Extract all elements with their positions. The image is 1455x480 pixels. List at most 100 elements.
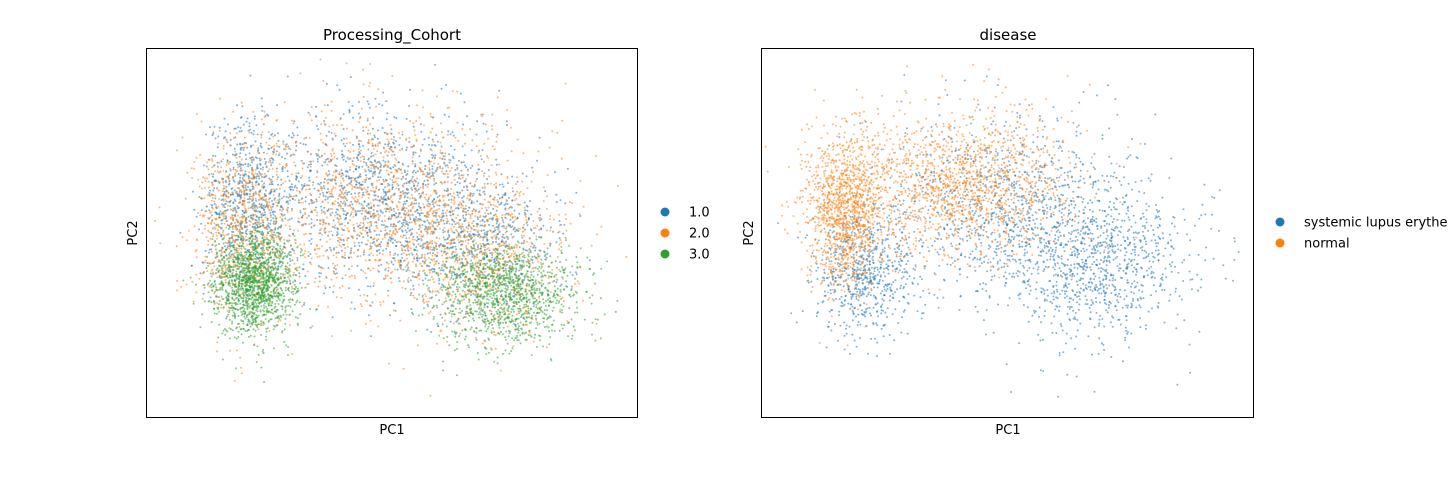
- data-point: [448, 234, 450, 237]
- data-point: [388, 184, 391, 187]
- data-point: [288, 239, 291, 242]
- data-point: [426, 252, 429, 255]
- data-point: [366, 234, 369, 237]
- data-point: [432, 252, 434, 255]
- data-point: [214, 197, 217, 200]
- data-point: [211, 160, 214, 162]
- data-point: [340, 245, 343, 248]
- data-point: [270, 219, 272, 222]
- data-point: [459, 192, 461, 195]
- data-point: [446, 242, 449, 245]
- data-point: [222, 193, 225, 196]
- data-point: [338, 241, 341, 244]
- data-point: [290, 217, 293, 220]
- data-point: [456, 261, 459, 264]
- data-point: [434, 221, 437, 223]
- data-point: [247, 129, 250, 132]
- data-point: [411, 213, 414, 216]
- data-point: [381, 211, 384, 214]
- data-point: [455, 164, 458, 167]
- data-point: [351, 160, 354, 163]
- data-point: [452, 219, 455, 222]
- data-point: [232, 239, 235, 242]
- data-point: [450, 206, 453, 209]
- data-point: [292, 195, 295, 198]
- data-point: [361, 209, 364, 212]
- data-point: [367, 166, 370, 169]
- data-point: [398, 228, 401, 231]
- data-point: [298, 272, 301, 275]
- data-point: [558, 230, 561, 233]
- data-point: [354, 196, 357, 198]
- data-point: [303, 137, 306, 140]
- data-point: [186, 171, 189, 174]
- data-point: [369, 164, 372, 167]
- data-point: [398, 195, 401, 198]
- data-point: [489, 203, 492, 206]
- data-point: [426, 274, 428, 277]
- data-point: [251, 251, 254, 253]
- data-point: [288, 147, 291, 150]
- data-point: [432, 203, 435, 206]
- data-point: [363, 187, 366, 190]
- data-point: [324, 116, 327, 119]
- data-point: [514, 270, 517, 273]
- data-point: [436, 168, 438, 171]
- data-point: [409, 88, 411, 91]
- data-point: [367, 202, 370, 205]
- data-point: [275, 170, 278, 173]
- data-point: [300, 198, 303, 201]
- data-point: [386, 154, 389, 157]
- data-point: [356, 255, 359, 258]
- data-point: [483, 142, 486, 145]
- data-point: [232, 271, 235, 274]
- data-point: [486, 262, 488, 265]
- data-point: [259, 142, 262, 145]
- data-point: [389, 217, 392, 220]
- data-point: [472, 192, 475, 195]
- data-point: [341, 249, 343, 252]
- data-point: [340, 192, 343, 195]
- data-point: [367, 217, 370, 220]
- data-point: [509, 205, 512, 208]
- data-point: [367, 168, 370, 171]
- data-point: [379, 230, 382, 233]
- data-point: [302, 186, 304, 189]
- data-point: [442, 219, 445, 222]
- data-point: [332, 284, 335, 287]
- data-point: [350, 211, 353, 214]
- data-point: [294, 141, 297, 144]
- data-point: [352, 176, 354, 179]
- data-point: [516, 180, 519, 183]
- data-point: [270, 238, 273, 241]
- data-point: [289, 235, 291, 237]
- data-point: [207, 239, 210, 242]
- data-point: [491, 128, 494, 131]
- data-point: [281, 210, 283, 212]
- data-point: [516, 313, 518, 316]
- data-point: [263, 182, 266, 185]
- data-point: [528, 251, 531, 254]
- data-point: [394, 233, 397, 236]
- data-point: [210, 250, 213, 253]
- data-point: [262, 187, 265, 190]
- data-point: [233, 234, 236, 237]
- data-point: [360, 227, 363, 230]
- data-point: [431, 242, 434, 245]
- data-point: [295, 178, 298, 181]
- data-point: [395, 117, 398, 119]
- data-point: [381, 238, 384, 240]
- data-point: [495, 140, 498, 143]
- data-point: [429, 279, 432, 281]
- data-point: [399, 169, 402, 171]
- data-point: [226, 200, 229, 203]
- data-point: [595, 322, 598, 325]
- data-point: [565, 229, 568, 232]
- data-point: [417, 212, 419, 214]
- data-point: [431, 165, 434, 168]
- data-point: [325, 134, 328, 137]
- data-point: [424, 230, 427, 233]
- data-point: [243, 207, 246, 209]
- data-point: [251, 156, 254, 159]
- data-point: [175, 245, 178, 248]
